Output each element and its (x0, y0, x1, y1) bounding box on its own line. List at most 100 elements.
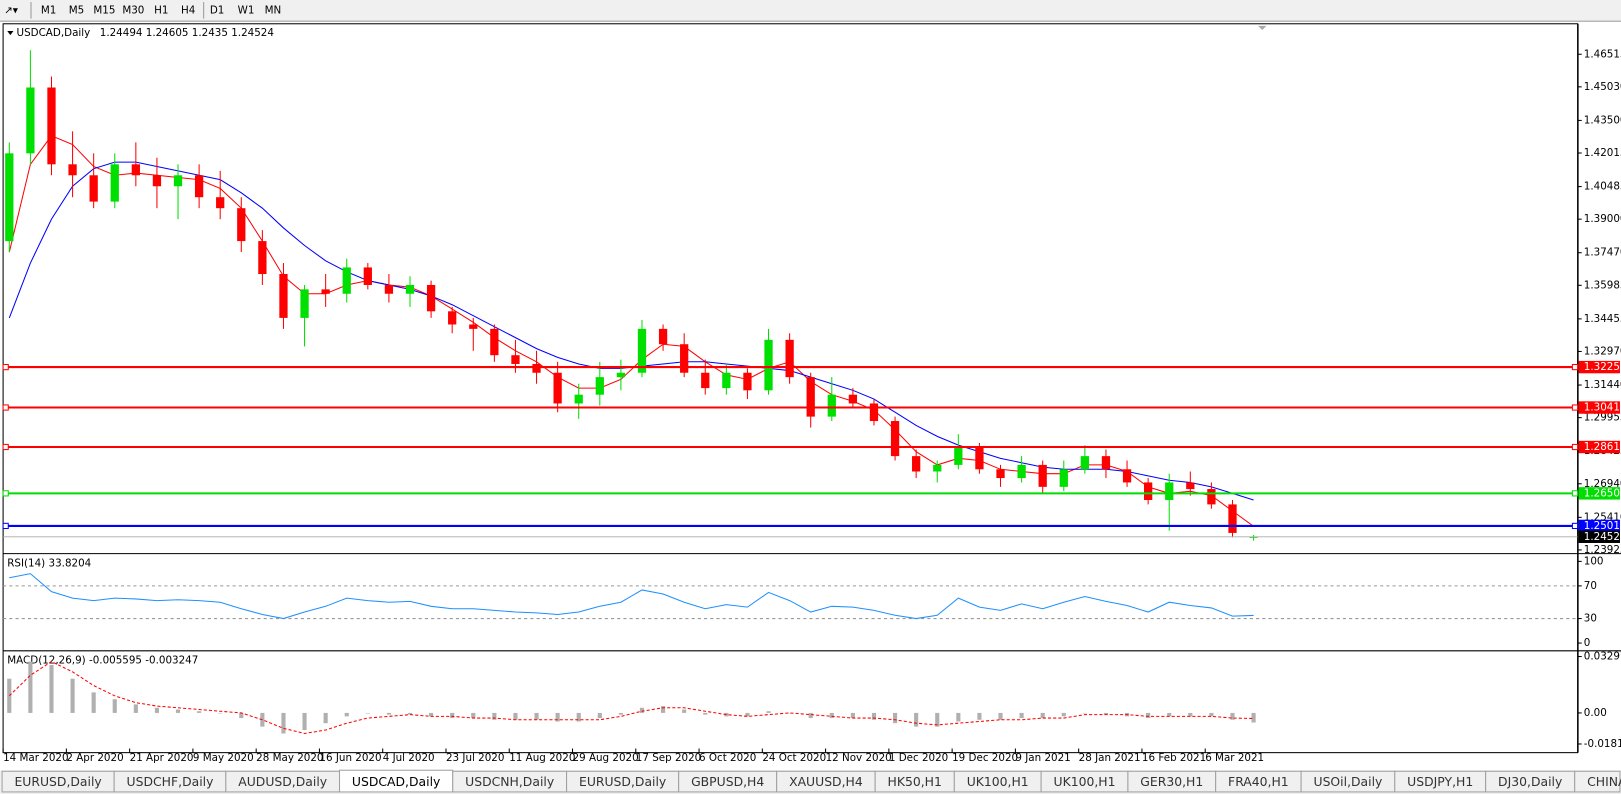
macd-bar (49, 665, 54, 713)
level-price-box (1578, 487, 1620, 500)
candle-body (595, 377, 604, 395)
candle-body (658, 328, 668, 345)
timeframe-button[interactable]: D1 (210, 4, 225, 16)
level-handle[interactable] (2, 490, 9, 497)
macd-bar (892, 712, 898, 724)
timeframe-button[interactable]: M5 (69, 4, 84, 16)
candle-body (1038, 464, 1047, 487)
tab-label[interactable]: USDCAD,Daily (352, 774, 440, 789)
macd-bar (871, 712, 877, 720)
tab-label[interactable]: UK100,H1 (967, 774, 1029, 789)
macd-bar (1103, 712, 1109, 715)
tab-label[interactable]: USDCNH,Daily (465, 774, 554, 789)
candle-body (764, 339, 773, 391)
candle-body (363, 267, 372, 285)
level-handle[interactable] (2, 363, 9, 371)
tab-label[interactable]: FRA40,H1 (1228, 774, 1289, 789)
candle-body (869, 403, 879, 422)
tab-label[interactable]: EURUSD,Daily (14, 774, 101, 789)
level-handle[interactable] (1571, 363, 1579, 371)
x-tick-label: 21 Apr 2020 (130, 752, 194, 764)
macd-bar (1188, 712, 1193, 717)
y-tick-label: 0 (1584, 637, 1591, 649)
candle-body (68, 164, 77, 176)
x-tick-label: 28 May 2020 (256, 752, 323, 764)
candle-body (996, 469, 1005, 479)
level-handle[interactable] (1571, 522, 1579, 530)
timeframe-button[interactable]: M1 (41, 4, 56, 16)
tab-label[interactable]: DJ30,Daily (1498, 774, 1562, 789)
level-handle[interactable] (1571, 404, 1579, 411)
candle-body (5, 153, 14, 242)
candle-body (1186, 482, 1195, 490)
timeframe-button[interactable]: H1 (154, 4, 168, 16)
timeframe-button[interactable]: W1 (238, 4, 255, 16)
y-tick-label: 0.00 (1584, 707, 1607, 719)
y-tick-label: 1.34455 (1584, 313, 1621, 325)
timeframe-button[interactable]: H4 (181, 4, 195, 16)
x-tick-label: 11 Aug 2020 (509, 752, 575, 764)
macd-bar (555, 712, 560, 722)
x-tick-label: 28 Jan 2021 (1079, 752, 1141, 764)
timeframe-button[interactable]: M30 (122, 4, 144, 16)
level-price-box (1578, 360, 1620, 374)
tab-label[interactable]: USDCHF,Daily (127, 774, 214, 789)
candle-body (701, 372, 710, 389)
macd-bar (745, 712, 750, 717)
x-tick-label: 16 Feb 2021 (1142, 752, 1206, 764)
macd-bar (618, 712, 623, 715)
level-handle[interactable] (1571, 490, 1579, 497)
level-price-box (1578, 519, 1620, 533)
tab-label[interactable]: EURUSD,Daily (579, 774, 666, 789)
y-tick-label: 30 (1584, 613, 1597, 625)
tab-label[interactable]: GBPUSD,H4 (691, 774, 764, 789)
macd-bar (1061, 712, 1066, 717)
candle-body (637, 328, 647, 373)
macd-bar (91, 692, 96, 713)
tab-label[interactable]: UK100,H1 (1054, 774, 1116, 789)
timeframe-button[interactable]: M15 (93, 4, 115, 16)
candle-body (426, 284, 436, 312)
level-handle[interactable] (2, 404, 9, 411)
macd-bar (239, 712, 244, 719)
y-tick-label: 1.39000 (1584, 213, 1621, 225)
macd-bar (1146, 712, 1151, 719)
macd-bar (323, 712, 328, 724)
level-handle[interactable] (2, 522, 9, 530)
y-tick-label: 1.37470 (1584, 247, 1621, 259)
tab-label[interactable]: AUDUSD,Daily (238, 774, 327, 789)
x-tick-label: 6 Oct 2020 (699, 752, 756, 764)
tab-label[interactable]: GER30,H1 (1140, 774, 1203, 789)
macd-bar (1209, 712, 1214, 717)
macd-bar (450, 712, 455, 719)
macd-bar (914, 712, 919, 727)
macd-bar (344, 712, 349, 717)
symbol-menu[interactable] (7, 31, 14, 36)
macd-bar (218, 712, 223, 714)
tab[interactable] (1574, 770, 1621, 793)
toolbar-icon[interactable]: ↗▾ (4, 4, 19, 16)
candle-body (1059, 469, 1068, 487)
candle-body (469, 324, 478, 329)
tab-label[interactable]: USOil,Daily (1314, 774, 1383, 789)
moving-average (8, 161, 1254, 501)
x-tick-label: 9 May 2020 (193, 752, 254, 764)
level-handle[interactable] (1571, 443, 1579, 451)
candle-body (279, 274, 288, 318)
chart-header: USDCAD,Daily 1.24494 1.24605 1.2435 1.24… (17, 27, 274, 39)
tab-label[interactable]: CHINA300,H1 (1587, 774, 1621, 789)
candle-body (173, 175, 183, 187)
y-tick-label: 1.43500 (1584, 114, 1621, 126)
macd-bar (998, 712, 1003, 720)
level-price-box (1578, 440, 1620, 454)
candle-body (848, 394, 858, 404)
tab-label[interactable]: USDJPY,H1 (1407, 774, 1473, 789)
candle-body (321, 289, 330, 294)
y-tick-label: 1.29955 (1584, 412, 1621, 424)
level-handle[interactable] (2, 443, 9, 451)
timeframe-button[interactable]: MN (265, 4, 282, 16)
x-tick-label: 16 Jun 2020 (319, 752, 381, 764)
tab-label[interactable]: XAUUSD,H4 (789, 774, 863, 789)
tab-label[interactable]: HK50,H1 (888, 774, 942, 789)
x-tick-label: 29 Aug 2020 (573, 752, 639, 764)
